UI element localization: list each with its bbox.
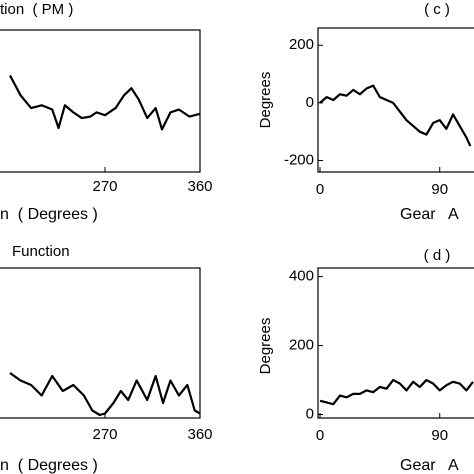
axes-box <box>317 267 474 419</box>
y-tick-label: 200 <box>289 36 314 53</box>
y-axis-label: Degrees <box>257 318 274 375</box>
x-axis-label: Gear A <box>400 457 459 474</box>
x-tick-label: 90 <box>431 181 448 198</box>
data-line <box>9 74 201 131</box>
x-tick-label: 0 <box>316 181 324 198</box>
axes-box <box>0 267 201 419</box>
y-tick-label: 0 <box>306 94 314 111</box>
x-axis-label: Gear A <box>400 206 459 223</box>
y-tick-label: 0 <box>306 406 314 423</box>
x-tick-label: 0 <box>316 427 324 444</box>
axes-box <box>0 29 201 173</box>
y-tick-label: 400 <box>289 268 314 285</box>
panel-label: ( c ) <box>424 1 450 18</box>
x-tick-label: 270 <box>92 178 117 195</box>
x-tick-label: 90 <box>431 427 448 444</box>
y-tick-label: -200 <box>284 151 314 168</box>
data-line <box>319 84 472 147</box>
x-tick-label: 270 <box>92 426 117 443</box>
x-axis-label: n ( Degrees ) <box>0 457 98 474</box>
data-line <box>319 378 474 406</box>
axes-box <box>317 27 474 173</box>
panel-label: ( d ) <box>424 247 451 264</box>
chart-title: Function <box>12 243 70 260</box>
data-line <box>9 372 201 417</box>
x-tick-label: 360 <box>187 178 212 195</box>
x-tick-label: 360 <box>187 426 212 443</box>
x-axis-label: n ( Degrees ) <box>0 206 98 223</box>
y-tick-label: 200 <box>289 337 314 354</box>
chart-title: tion ( PM ) <box>0 1 73 18</box>
y-axis-label: Degrees <box>257 72 274 129</box>
